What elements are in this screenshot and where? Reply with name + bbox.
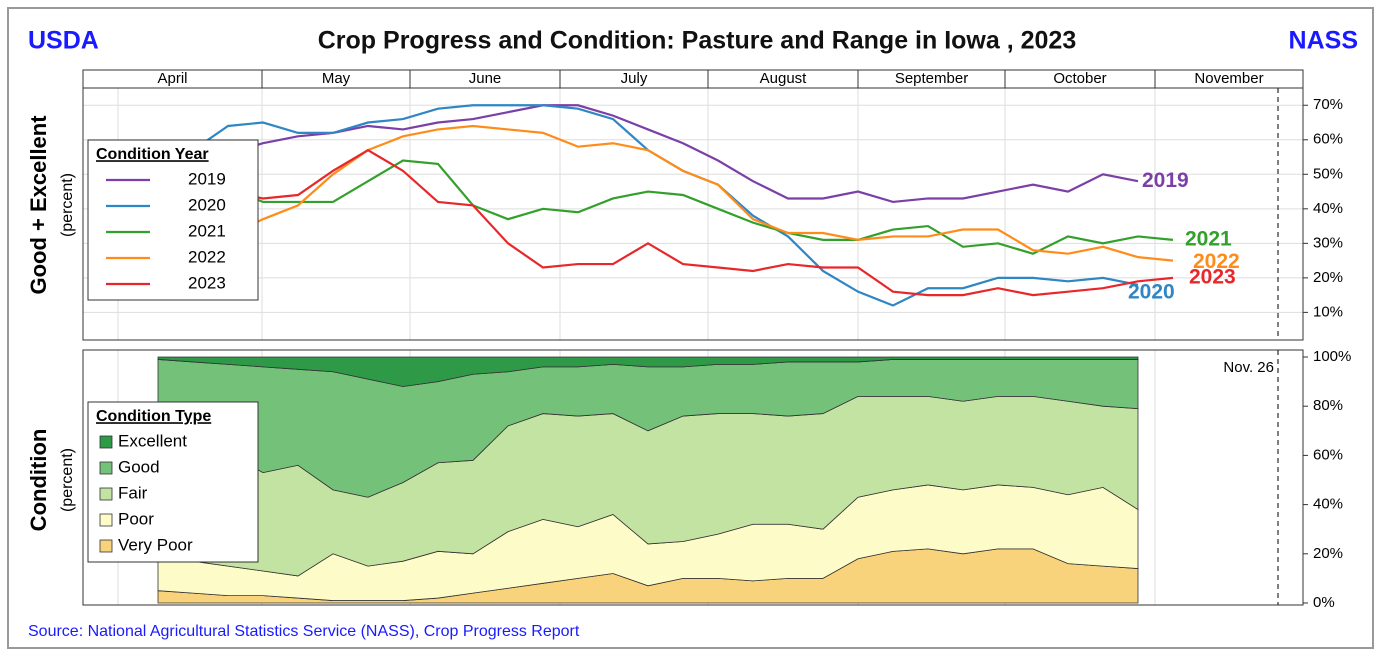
series-end-label: 2019 — [1142, 169, 1189, 192]
legend-swatch — [99, 435, 113, 449]
line — [122, 104, 1139, 307]
x-tick-label: September — [895, 70, 968, 87]
legend-swatch — [99, 539, 113, 553]
y-tick-label: 50% — [1313, 165, 1343, 182]
annotation: Nov. 26 — [1223, 359, 1274, 376]
y-axis-sublabel: (percent) — [59, 173, 76, 237]
legend-swatch — [99, 487, 113, 501]
legend-label: Excellent — [118, 431, 187, 450]
y-tick-label: 100% — [1313, 348, 1351, 365]
x-tick-label: May — [322, 70, 351, 87]
area — [157, 356, 1139, 387]
y-axis-sublabel: (percent) — [59, 448, 76, 512]
line — [122, 104, 1139, 204]
y-tick-label: 40% — [1313, 496, 1343, 513]
series-end-label: 2021 — [1185, 227, 1232, 250]
x-tick-label: August — [760, 70, 808, 87]
x-tick-label: June — [469, 70, 502, 87]
legend-box — [87, 139, 259, 301]
legend-title: Condition Type — [96, 408, 211, 425]
legend-label: 2023 — [188, 273, 226, 292]
legend-label: Fair — [118, 483, 148, 502]
legend-swatch — [99, 461, 113, 475]
legend-label: Poor — [118, 509, 154, 528]
line — [122, 124, 1174, 262]
chart-title: Crop Progress and Condition: Pasture and… — [318, 27, 1076, 55]
x-tick-label: April — [157, 70, 187, 87]
header-right: NASS — [1289, 27, 1358, 55]
y-axis-label: Condition — [26, 429, 51, 532]
series-end-label: 2020 — [1128, 280, 1175, 303]
y-tick-label: 0% — [1313, 594, 1335, 611]
legend-label: 2019 — [188, 169, 226, 188]
y-tick-label: 60% — [1313, 446, 1343, 463]
header-left: USDA — [28, 27, 99, 55]
plot-area — [83, 88, 1303, 340]
y-tick-label: 60% — [1313, 131, 1343, 148]
legend-swatch — [99, 513, 113, 527]
y-tick-label: 70% — [1313, 96, 1343, 113]
source: Source: National Agricultural Statistics… — [28, 623, 580, 640]
series-end-label: 2023 — [1189, 265, 1236, 288]
y-tick-label: 20% — [1313, 545, 1343, 562]
legend-label: 2021 — [188, 221, 226, 240]
y-tick-label: 40% — [1313, 200, 1343, 217]
y-tick-label: 30% — [1313, 234, 1343, 251]
x-tick-label: November — [1194, 70, 1263, 87]
x-tick-label: October — [1053, 70, 1106, 87]
y-tick-label: 20% — [1313, 269, 1343, 286]
legend-label: 2020 — [188, 195, 226, 214]
y-tick-label: 80% — [1313, 397, 1343, 414]
series-end-label: 2022 — [1193, 250, 1240, 273]
plot-border — [82, 349, 1304, 606]
y-tick-label: 10% — [1313, 303, 1343, 320]
legend-box — [87, 401, 259, 563]
plot-border — [82, 87, 1304, 341]
legend-label: Good — [118, 457, 160, 476]
legend-label: Very Poor — [118, 535, 193, 554]
legend-label: 2022 — [188, 247, 226, 266]
line — [157, 159, 1174, 255]
line — [122, 148, 1174, 297]
y-axis-label: Good + Excellent — [26, 115, 51, 295]
legend-title: Condition Year — [96, 146, 209, 163]
x-tick-label: July — [621, 70, 648, 87]
